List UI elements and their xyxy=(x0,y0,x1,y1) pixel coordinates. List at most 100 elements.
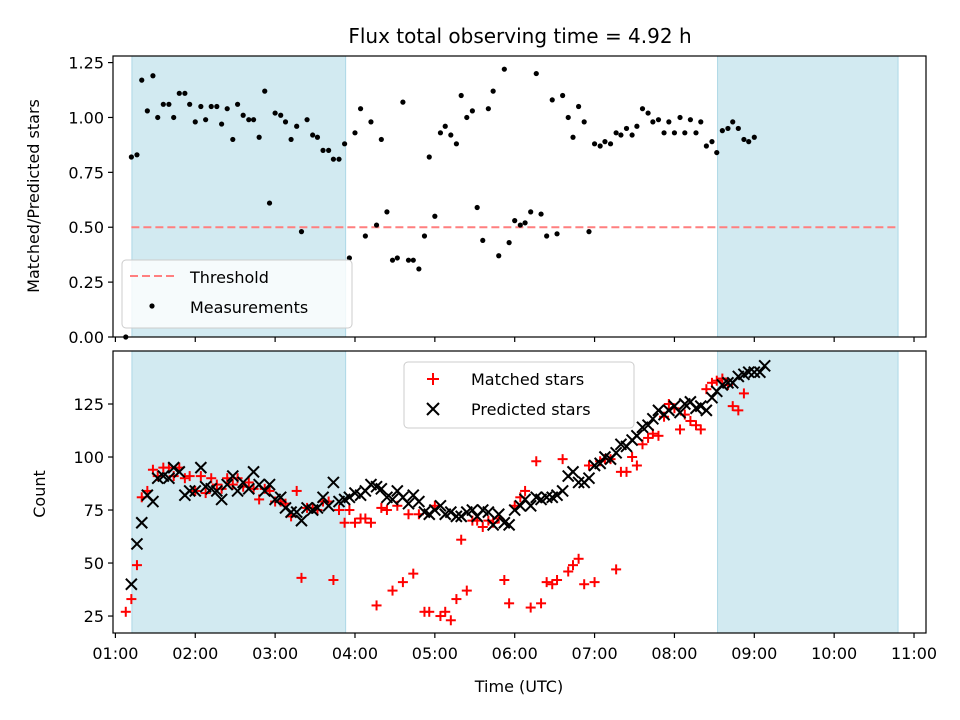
measurement-point xyxy=(373,222,380,228)
measurement-point xyxy=(586,229,592,235)
matched-star-point xyxy=(397,577,408,588)
y-tick-label: 50 xyxy=(84,554,104,573)
predicted-star-point xyxy=(450,510,463,523)
measurement-point xyxy=(570,134,576,140)
y-tick-label: 75 xyxy=(84,501,104,520)
measurement-point xyxy=(182,90,188,96)
predicted-star-point xyxy=(284,505,298,519)
matched-star-point xyxy=(408,568,419,579)
matched-star-point xyxy=(339,517,350,528)
predicted-star-point xyxy=(466,503,479,517)
measurement-point xyxy=(496,253,502,259)
matched-star-point xyxy=(381,505,392,516)
measurement-point xyxy=(384,209,390,215)
measurement-point xyxy=(437,130,444,136)
measurement-point xyxy=(224,106,230,112)
predicted-star-point xyxy=(514,499,527,512)
predicted-star-point xyxy=(502,518,516,532)
predicted-star-point xyxy=(386,493,399,506)
matched-star-point xyxy=(451,594,462,605)
measurement-point xyxy=(187,101,193,107)
predicted-star-point xyxy=(700,404,713,417)
predicted-star-point xyxy=(135,516,148,529)
measurement-point xyxy=(464,114,470,121)
top-x-ticks xyxy=(114,337,915,342)
measurement-point xyxy=(575,103,582,110)
measurement-point xyxy=(357,106,364,112)
measurement-point xyxy=(639,106,646,112)
measurement-point xyxy=(298,229,305,235)
y-tick-label: 125 xyxy=(73,395,104,414)
y-tick-label: 0.25 xyxy=(68,273,104,292)
predicted-star-point xyxy=(173,465,186,479)
measurement-point xyxy=(240,112,246,118)
chart-title: Flux total observing time = 4.92 h xyxy=(348,24,691,48)
measurement-point xyxy=(677,114,683,121)
measurements-legend-swatch xyxy=(149,303,155,309)
measurement-point xyxy=(751,134,757,140)
measurement-point xyxy=(166,101,172,107)
predicted-star-point xyxy=(258,484,271,498)
matched-star-point xyxy=(499,574,510,585)
measurement-point xyxy=(714,149,720,156)
predicted-star-point xyxy=(215,493,228,506)
predicted-legend-swatch xyxy=(426,402,440,416)
measurement-point xyxy=(453,141,460,147)
measurement-point xyxy=(405,257,412,263)
measurement-point xyxy=(330,156,337,162)
predicted-star-point xyxy=(646,412,660,426)
count-panel: 25 50 75 100 125 01:00 02:00 03:00 04:00 05:00 06… xyxy=(30,350,937,696)
x-tick-label: 01:00 xyxy=(92,644,138,663)
shaded-interval xyxy=(717,55,899,338)
measurement-point xyxy=(282,119,289,125)
matched-star-point xyxy=(675,424,686,435)
predicted-star-point xyxy=(220,478,234,491)
matched-star-point xyxy=(227,479,238,490)
x-tick-label: 11:00 xyxy=(891,644,937,663)
measurement-point xyxy=(160,101,166,107)
measurement-point xyxy=(698,119,704,125)
measurement-point xyxy=(533,70,539,77)
measurement-point xyxy=(256,134,262,140)
measurement-point xyxy=(517,222,523,228)
x-tick-label: 02:00 xyxy=(172,644,218,663)
measurement-point xyxy=(469,108,475,114)
measurement-point xyxy=(528,209,534,215)
measurement-point xyxy=(262,88,268,94)
matched-star-point xyxy=(456,534,467,545)
predicted-star-point xyxy=(524,499,537,512)
top-legend: Threshold Measurements xyxy=(121,259,353,329)
shaded-interval xyxy=(717,350,899,634)
bottom-axes-frame xyxy=(112,350,927,634)
measurement-point xyxy=(346,255,352,261)
predicted-star-point xyxy=(327,476,340,489)
matched-star-point xyxy=(738,388,749,399)
measurement-point xyxy=(176,90,182,96)
top-legend-box xyxy=(121,259,353,329)
measurement-point xyxy=(474,204,480,211)
measurement-point xyxy=(310,132,316,138)
measurement-point xyxy=(150,73,156,79)
matched-star-point xyxy=(195,471,206,482)
top-y-axis-label: Matched/Predicted stars xyxy=(24,99,43,293)
measurement-point xyxy=(278,112,284,118)
measurement-point xyxy=(171,114,177,121)
measurement-point xyxy=(512,218,518,224)
measurement-point xyxy=(416,266,422,272)
predicted-star-point xyxy=(434,499,447,512)
matched-star-point xyxy=(179,473,190,484)
measurement-point xyxy=(144,108,150,114)
y-tick-label: 1.25 xyxy=(68,54,104,73)
predicted-star-point xyxy=(748,365,761,379)
measurement-point xyxy=(400,99,406,105)
measurement-point xyxy=(719,128,725,134)
x-tick-label: 03:00 xyxy=(252,644,298,663)
measurement-point xyxy=(128,154,134,160)
predicted-star-point xyxy=(231,484,244,498)
measurement-point xyxy=(352,130,358,136)
measurement-point xyxy=(134,152,140,158)
measurement-point xyxy=(320,147,326,153)
bottom-y-axis-label: Count xyxy=(30,470,49,518)
predicted-star-point xyxy=(290,505,303,519)
